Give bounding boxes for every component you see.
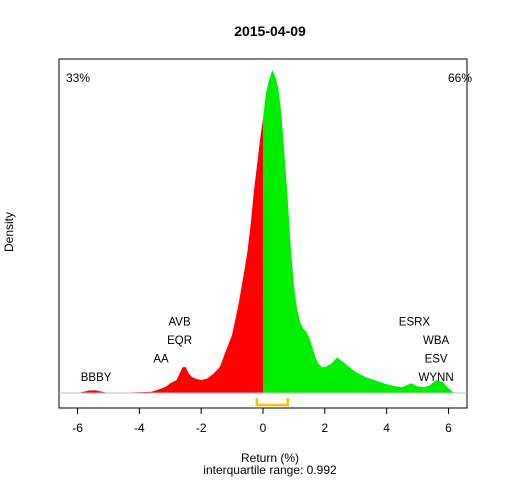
x-tick-label: -4 — [134, 421, 145, 435]
x-tick-label: 4 — [383, 421, 390, 435]
y-axis-label: Density — [2, 212, 16, 252]
ticker-annotation: EQR — [167, 335, 192, 347]
x-tick-label: 2 — [321, 421, 328, 435]
iqr-subtitle: interquartile range: 0.992 — [203, 463, 337, 477]
x-axis-label: Return (%) — [241, 451, 299, 465]
density-area-positive — [263, 70, 467, 393]
ticker-annotation: ESRX — [399, 317, 431, 329]
x-axis: -6 -4 -2 0 2 4 6 — [72, 407, 452, 435]
x-tick-label: -2 — [196, 421, 207, 435]
chart-title: 2015-04-09 — [234, 23, 306, 39]
x-tick-label: -6 — [72, 421, 83, 435]
x-tick-label: 6 — [445, 421, 452, 435]
negative-percent-label: 33% — [66, 71, 90, 85]
annotations: AVB EQR AA BBBY ESRX WBA ESV WYNN — [81, 317, 454, 385]
ticker-annotation: WBA — [423, 335, 450, 347]
iqr-bracket — [255, 398, 289, 407]
density-area-negative — [59, 118, 263, 393]
ticker-annotation: AVB — [168, 317, 190, 329]
ticker-annotation: WYNN — [419, 372, 454, 384]
ticker-annotation: ESV — [425, 354, 448, 366]
ticker-annotation: BBBY — [81, 372, 112, 384]
ticker-annotation: AA — [153, 354, 169, 366]
x-tick-label: 0 — [260, 421, 267, 435]
positive-percent-label: 66% — [448, 71, 472, 85]
